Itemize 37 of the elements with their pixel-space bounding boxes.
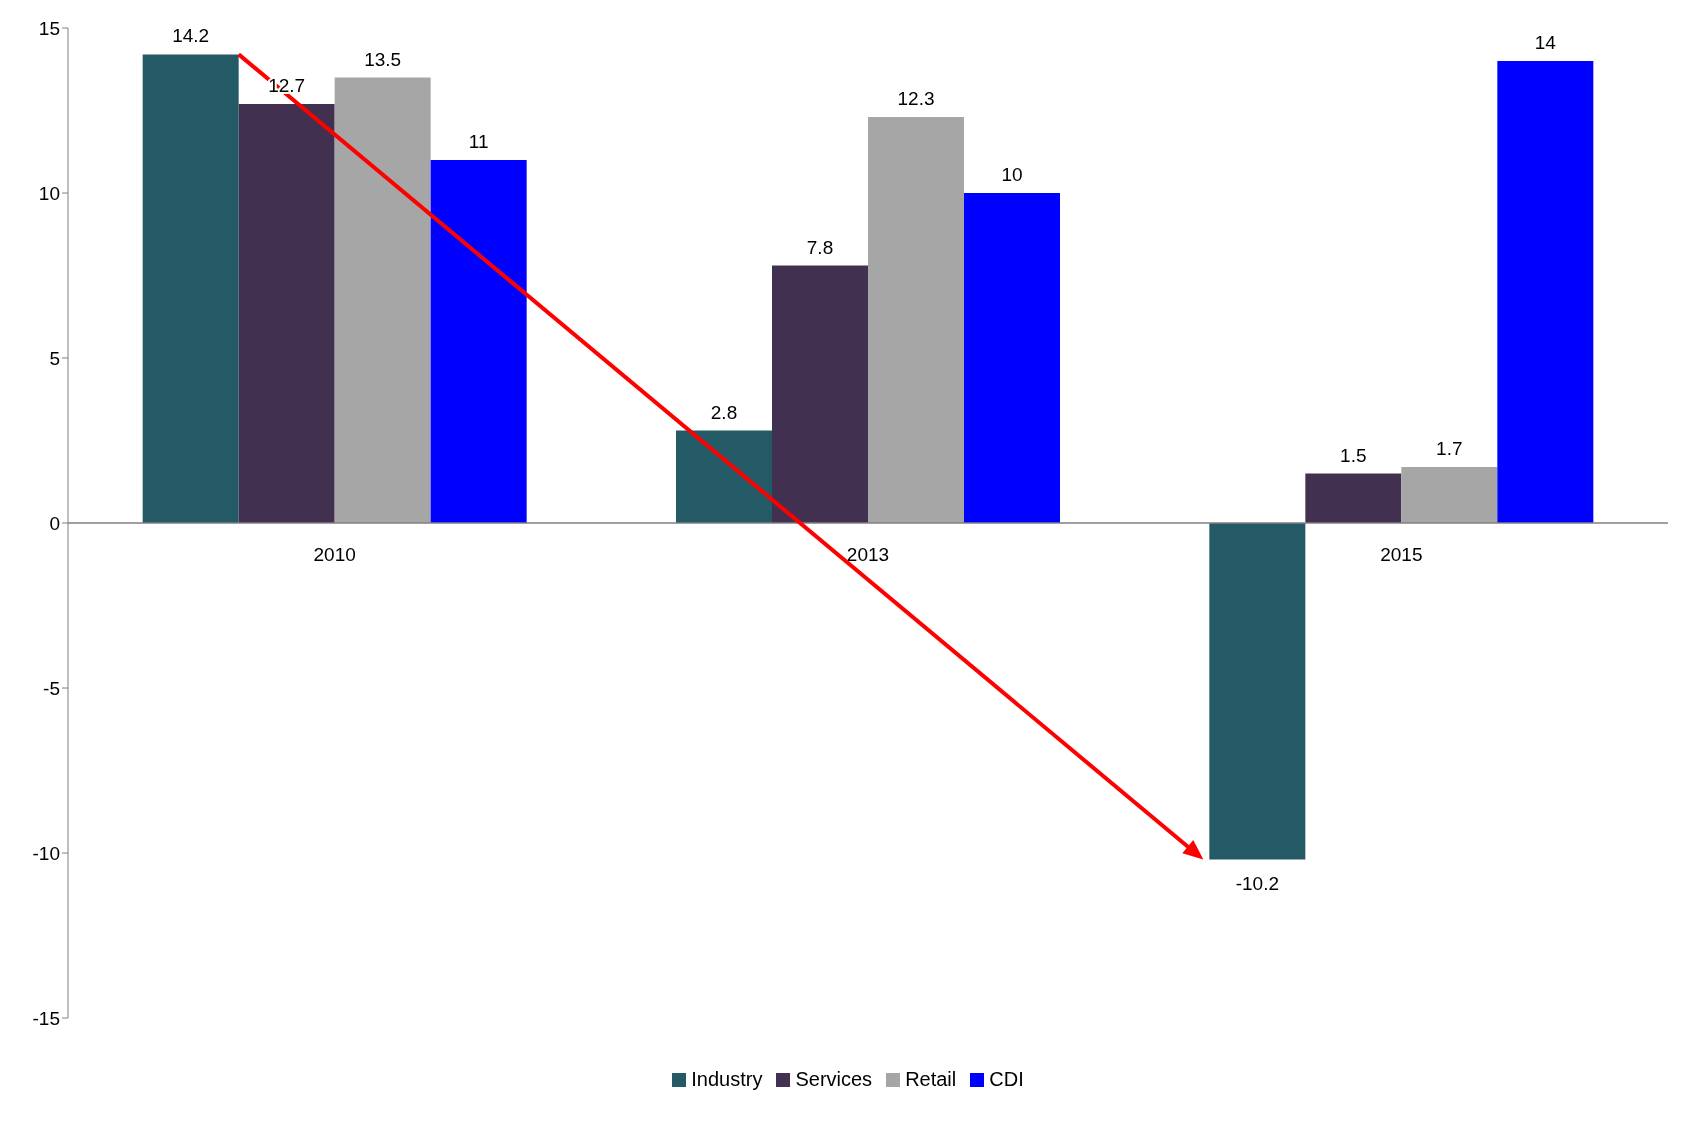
data-label: 7.8 (806, 236, 834, 258)
legend-label: Industry (691, 1068, 763, 1091)
y-tick-label: -5 (43, 677, 60, 699)
bar (1305, 473, 1402, 523)
y-tick-label: 5 (49, 347, 60, 369)
data-label: 1.7 (1436, 437, 1463, 459)
data-label: 14.2 (172, 25, 210, 47)
bar (772, 265, 868, 523)
data-label: 1.5 (1340, 444, 1367, 466)
y-tick-label: -10 (32, 842, 60, 864)
bar (676, 430, 772, 523)
data-label: 13.5 (364, 48, 402, 70)
bar (142, 54, 239, 523)
bar (868, 117, 964, 523)
bar (1401, 466, 1498, 523)
y-tick-label: -15 (32, 1007, 60, 1029)
data-label: 14 (1534, 32, 1557, 53)
y-tick-label: 10 (38, 182, 60, 204)
x-tick-label: 2013 (846, 544, 890, 565)
data-label: 12.3 (897, 88, 935, 110)
legend-label: CDI (989, 1068, 1024, 1091)
bar (334, 77, 431, 523)
data-label: 2.8 (710, 401, 738, 423)
bar (1209, 523, 1306, 860)
bar (964, 193, 1060, 523)
bar (430, 160, 527, 523)
x-tick-label: 2010 (313, 544, 356, 565)
legend-label: Retail (905, 1068, 957, 1091)
data-label: -10.2 (1235, 872, 1279, 894)
y-tick-label: 15 (38, 17, 60, 39)
legend-label: Services (795, 1068, 873, 1091)
bar (238, 103, 335, 523)
x-tick-label: 2015 (1380, 544, 1423, 565)
y-tick-label: 0 (49, 512, 60, 534)
data-label: 11 (468, 131, 489, 152)
bar (1497, 61, 1594, 523)
data-label: 10 (1001, 164, 1023, 185)
